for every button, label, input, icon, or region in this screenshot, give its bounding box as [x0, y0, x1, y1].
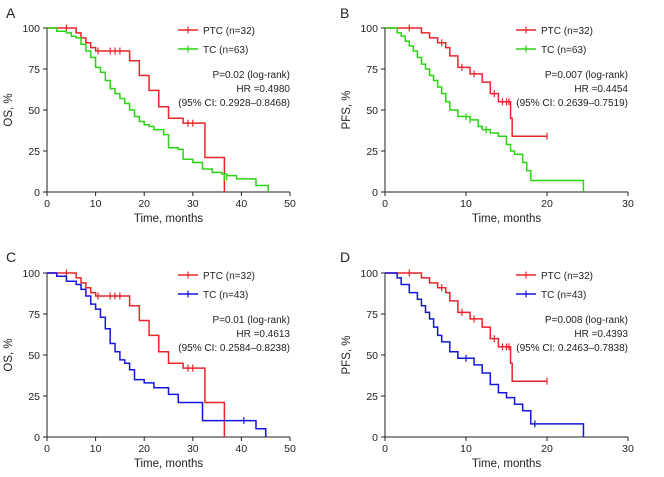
legend-label: TC (n=63) — [541, 45, 586, 56]
survival-curve — [47, 27, 226, 192]
y-tick-label: 100 — [360, 23, 378, 35]
x-tick-label: 30 — [622, 443, 634, 455]
x-tick-label: 0 — [44, 198, 50, 210]
panel-letter: A — [6, 5, 16, 21]
x-tick-label: 0 — [382, 443, 388, 455]
legend-label: TC (n=63) — [203, 45, 248, 56]
x-tick-label: 20 — [541, 443, 553, 455]
x-axis-title: Time, months — [472, 458, 541, 470]
x-tick-label: 10 — [90, 198, 102, 210]
legend-item: TC (n=63) — [178, 45, 248, 56]
panel-c: C 0 10 20 30 40 50 0 25 50 75 100 Time, months OS, % P… — [3, 249, 296, 470]
x-tick-label: 0 — [44, 443, 50, 455]
stats-line: (95% CI: 0.2928–0.8468) — [178, 98, 290, 109]
y-tick-label: 50 — [28, 105, 40, 117]
x-tick-label: 10 — [460, 198, 472, 210]
series-ptc-0 — [385, 269, 548, 385]
y-axis-title: OS, % — [3, 338, 15, 371]
x-tick-label: 40 — [236, 198, 248, 210]
stats-line: HR =0.4613 — [236, 329, 290, 340]
legend-item: TC (n=43) — [516, 290, 586, 301]
legend-item: PTC (n=32) — [516, 26, 593, 37]
legend-label: PTC (n=32) — [541, 26, 593, 37]
stats-line: P=0.008 (log-rank) — [545, 315, 628, 326]
x-tick-label: 0 — [382, 198, 388, 210]
x-tick-label: 20 — [541, 198, 553, 210]
series-ptc-0 — [47, 269, 226, 437]
y-tick-label: 75 — [28, 64, 40, 76]
x-tick-label: 20 — [138, 198, 150, 210]
y-tick-label: 0 — [372, 187, 378, 199]
x-axis-title: Time, months — [134, 213, 203, 225]
legend-label: PTC (n=32) — [203, 271, 255, 282]
panel-d: D 0 10 20 30 0 25 50 75 100 Time, months PFS, % PTC … — [340, 249, 634, 470]
x-tick-label: 10 — [90, 443, 102, 455]
stats-line: HR =0.4980 — [236, 84, 290, 95]
y-tick-label: 25 — [28, 391, 40, 403]
y-axis-title: PFS, % — [341, 336, 353, 375]
survival-curve — [47, 27, 269, 192]
y-tick-label: 100 — [360, 268, 378, 280]
stats-line: (95% CI: 0.2584–0.8238) — [178, 343, 290, 354]
x-tick-label: 30 — [187, 198, 199, 210]
stats-line: P=0.01 (log-rank) — [212, 315, 290, 326]
survival-curve — [47, 272, 226, 437]
stats-line: (95% CI: 0.2639–0.7519) — [516, 98, 628, 109]
y-tick-label: 75 — [28, 309, 40, 321]
y-tick-label: 0 — [34, 432, 40, 444]
series-ptc-0 — [385, 24, 548, 140]
y-tick-label: 100 — [22, 268, 40, 280]
survival-curve — [385, 272, 585, 437]
x-axis-title: Time, months — [472, 213, 541, 225]
y-tick-label: 50 — [28, 350, 40, 362]
series-tc-1 — [385, 27, 585, 192]
y-axis-title: OS, % — [3, 93, 15, 126]
series-tc-1 — [47, 272, 267, 437]
legend-item: TC (n=63) — [516, 45, 586, 56]
series-ptc-0 — [47, 24, 226, 192]
panel-b: B 0 10 20 30 0 25 50 75 100 Time, months PFS, % PTC … — [340, 5, 634, 225]
stats-line: P=0.02 (log-rank) — [212, 70, 290, 81]
survival-curve — [385, 27, 585, 192]
panel-a: A 0 10 20 30 40 50 0 25 50 75 100 Time, months OS, % P… — [3, 5, 296, 225]
legend-item: TC (n=43) — [178, 290, 248, 301]
x-tick-label: 40 — [236, 443, 248, 455]
legend-item: PTC (n=32) — [516, 271, 593, 282]
y-tick-label: 50 — [366, 105, 378, 117]
legend-label: TC (n=43) — [203, 290, 248, 301]
x-tick-label: 30 — [187, 443, 199, 455]
stats-line: HR =0.4454 — [574, 84, 628, 95]
stats-line: HR =0.4393 — [574, 329, 628, 340]
x-tick-label: 20 — [138, 443, 150, 455]
panel-letter: D — [340, 249, 350, 265]
x-tick-label: 30 — [622, 198, 634, 210]
x-tick-label: 10 — [460, 443, 472, 455]
y-tick-label: 25 — [28, 146, 40, 158]
y-tick-label: 25 — [366, 146, 378, 158]
x-tick-label: 50 — [284, 443, 296, 455]
y-tick-label: 100 — [22, 23, 40, 35]
legend-item: PTC (n=32) — [178, 271, 255, 282]
series-tc-1 — [47, 27, 269, 192]
legend-label: TC (n=43) — [541, 290, 586, 301]
stats-line: (95% CI: 0.2463–0.7838) — [516, 343, 628, 354]
panel-letter: C — [6, 249, 16, 265]
survival-curve — [47, 272, 267, 437]
y-tick-label: 0 — [372, 432, 378, 444]
y-tick-label: 0 — [34, 187, 40, 199]
y-tick-label: 75 — [366, 64, 378, 76]
y-axis-title: PFS, % — [341, 91, 353, 130]
panel-letter: B — [340, 5, 349, 21]
legend-label: PTC (n=32) — [203, 26, 255, 37]
stats-line: P=0.007 (log-rank) — [545, 70, 628, 81]
y-tick-label: 50 — [366, 350, 378, 362]
series-tc-1 — [385, 272, 585, 437]
legend-item: PTC (n=32) — [178, 26, 255, 37]
x-axis-title: Time, months — [134, 458, 203, 470]
x-tick-label: 50 — [284, 198, 296, 210]
legend-label: PTC (n=32) — [541, 271, 593, 282]
y-tick-label: 25 — [366, 391, 378, 403]
y-tick-label: 75 — [366, 309, 378, 321]
